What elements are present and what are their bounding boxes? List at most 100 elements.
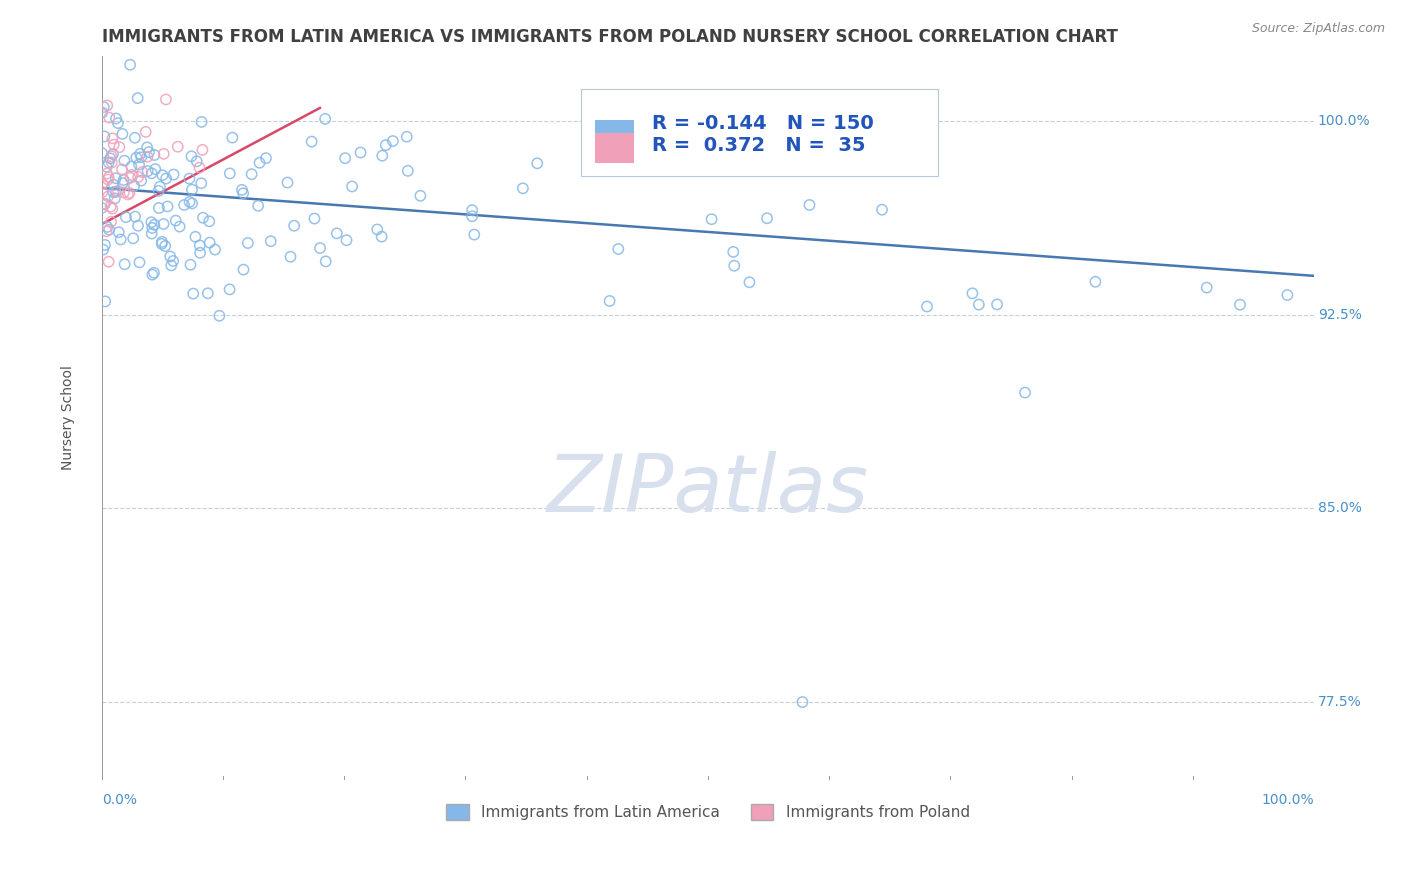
Point [104, 171, 127, 186]
Point [247, 199, 270, 213]
Point [98, 223, 121, 237]
Point [120, 170, 142, 185]
Point [111, 127, 134, 141]
Point [221, 130, 243, 145]
Point [129, 150, 152, 164]
Point [186, 154, 208, 169]
Point [128, 255, 150, 269]
Point [149, 179, 172, 194]
Point [120, 58, 142, 72]
Point [181, 286, 204, 301]
Point [127, 219, 149, 233]
Point [150, 236, 173, 251]
Point [326, 227, 349, 241]
Point [162, 254, 184, 268]
Point [148, 184, 170, 198]
Point [155, 171, 177, 186]
Point [112, 173, 135, 187]
Point [91, 201, 114, 215]
Point [120, 160, 142, 174]
Point [870, 202, 893, 217]
Point [366, 222, 388, 236]
Text: Nursery School: Nursery School [60, 366, 75, 470]
Point [756, 211, 779, 226]
Text: ZIPatlas: ZIPatlas [547, 451, 869, 529]
Point [231, 183, 253, 197]
Point [142, 266, 165, 280]
Point [143, 218, 166, 232]
Text: 0.0%: 0.0% [101, 793, 136, 806]
Text: R = -0.144   N = 150: R = -0.144 N = 150 [652, 114, 875, 133]
Point [188, 238, 211, 252]
Point [111, 176, 134, 190]
Point [349, 145, 371, 160]
Point [371, 149, 394, 163]
Point [98, 111, 121, 125]
Point [962, 286, 984, 301]
Point [96, 98, 118, 112]
Point [131, 165, 153, 179]
Point [188, 161, 211, 175]
Point [122, 179, 145, 194]
Point [607, 242, 630, 256]
Point [111, 162, 134, 177]
Point [1084, 275, 1107, 289]
Point [152, 217, 174, 231]
Point [738, 275, 761, 289]
Point [97, 170, 120, 185]
Point [103, 178, 125, 192]
Point [127, 169, 149, 184]
Point [315, 254, 337, 268]
Point [198, 235, 221, 250]
Point [204, 243, 226, 257]
Point [184, 229, 207, 244]
Point [96, 219, 118, 234]
Point [461, 209, 484, 223]
Point [121, 168, 143, 182]
FancyBboxPatch shape [581, 89, 938, 176]
Point [136, 140, 159, 154]
Point [127, 91, 149, 105]
Point [118, 186, 141, 200]
Point [283, 219, 305, 233]
Point [128, 157, 150, 171]
Point [396, 164, 419, 178]
Point [100, 200, 122, 214]
Point [98, 152, 121, 166]
Point [101, 155, 124, 169]
Point [218, 166, 240, 180]
Point [91, 105, 114, 120]
Point [309, 241, 332, 255]
Point [108, 140, 131, 154]
Point [96, 224, 118, 238]
Legend: Immigrants from Latin America, Immigrants from Poland: Immigrants from Latin America, Immigrant… [440, 798, 976, 826]
Point [188, 245, 211, 260]
Point [162, 168, 184, 182]
Point [141, 227, 163, 241]
Point [915, 300, 938, 314]
Point [135, 125, 157, 139]
Point [301, 135, 323, 149]
Point [97, 155, 120, 169]
Point [236, 235, 259, 250]
Point [148, 201, 170, 215]
Point [280, 250, 302, 264]
Point [136, 150, 159, 164]
Point [218, 282, 240, 296]
Point [986, 297, 1008, 311]
Point [93, 197, 115, 211]
Point [1277, 288, 1299, 302]
Point [190, 115, 212, 129]
Point [173, 198, 195, 212]
Point [141, 220, 163, 235]
Point [97, 172, 120, 186]
Point [114, 257, 136, 271]
Point [160, 259, 183, 273]
Point [967, 297, 990, 311]
Point [117, 187, 139, 202]
Point [208, 309, 231, 323]
Point [240, 167, 263, 181]
Point [103, 185, 125, 199]
Point [94, 238, 117, 252]
Point [107, 225, 129, 239]
